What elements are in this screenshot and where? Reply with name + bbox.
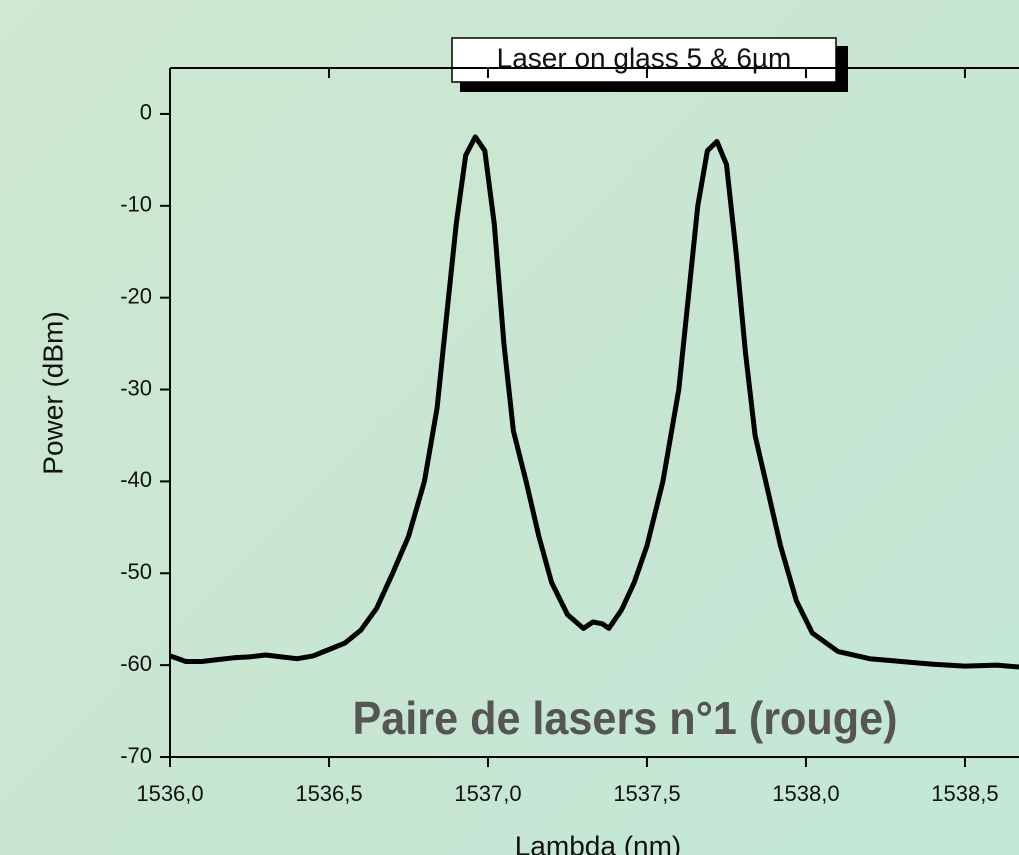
y-tick-label: -20 — [120, 283, 152, 308]
annotation: Paire de lasers n°1 (rouge) — [353, 692, 898, 744]
y-tick-label: -30 — [120, 375, 152, 400]
title-box — [451, 37, 837, 83]
y-tick-label: -10 — [120, 192, 152, 217]
x-tick-label: 1538,0 — [772, 781, 839, 806]
x-axis-label: Lambda (nm) — [515, 830, 682, 855]
y-tick-label: -60 — [120, 651, 152, 676]
y-tick-label: -50 — [120, 559, 152, 584]
x-tick-label: 1538,5 — [931, 781, 998, 806]
x-tick-label: 1537,5 — [613, 781, 680, 806]
x-tick-label: 1536,0 — [136, 781, 203, 806]
data-line — [170, 134, 1019, 670]
x-tick-label: 1536,5 — [295, 781, 362, 806]
x-tick-label: 1537,0 — [454, 781, 521, 806]
y-tick-label: 0 — [140, 100, 152, 125]
y-tick-label: -70 — [120, 743, 152, 768]
plot-area — [170, 134, 1019, 670]
y-axis-label: Power (dBm) — [37, 311, 68, 474]
y-tick-label: -40 — [120, 467, 152, 492]
